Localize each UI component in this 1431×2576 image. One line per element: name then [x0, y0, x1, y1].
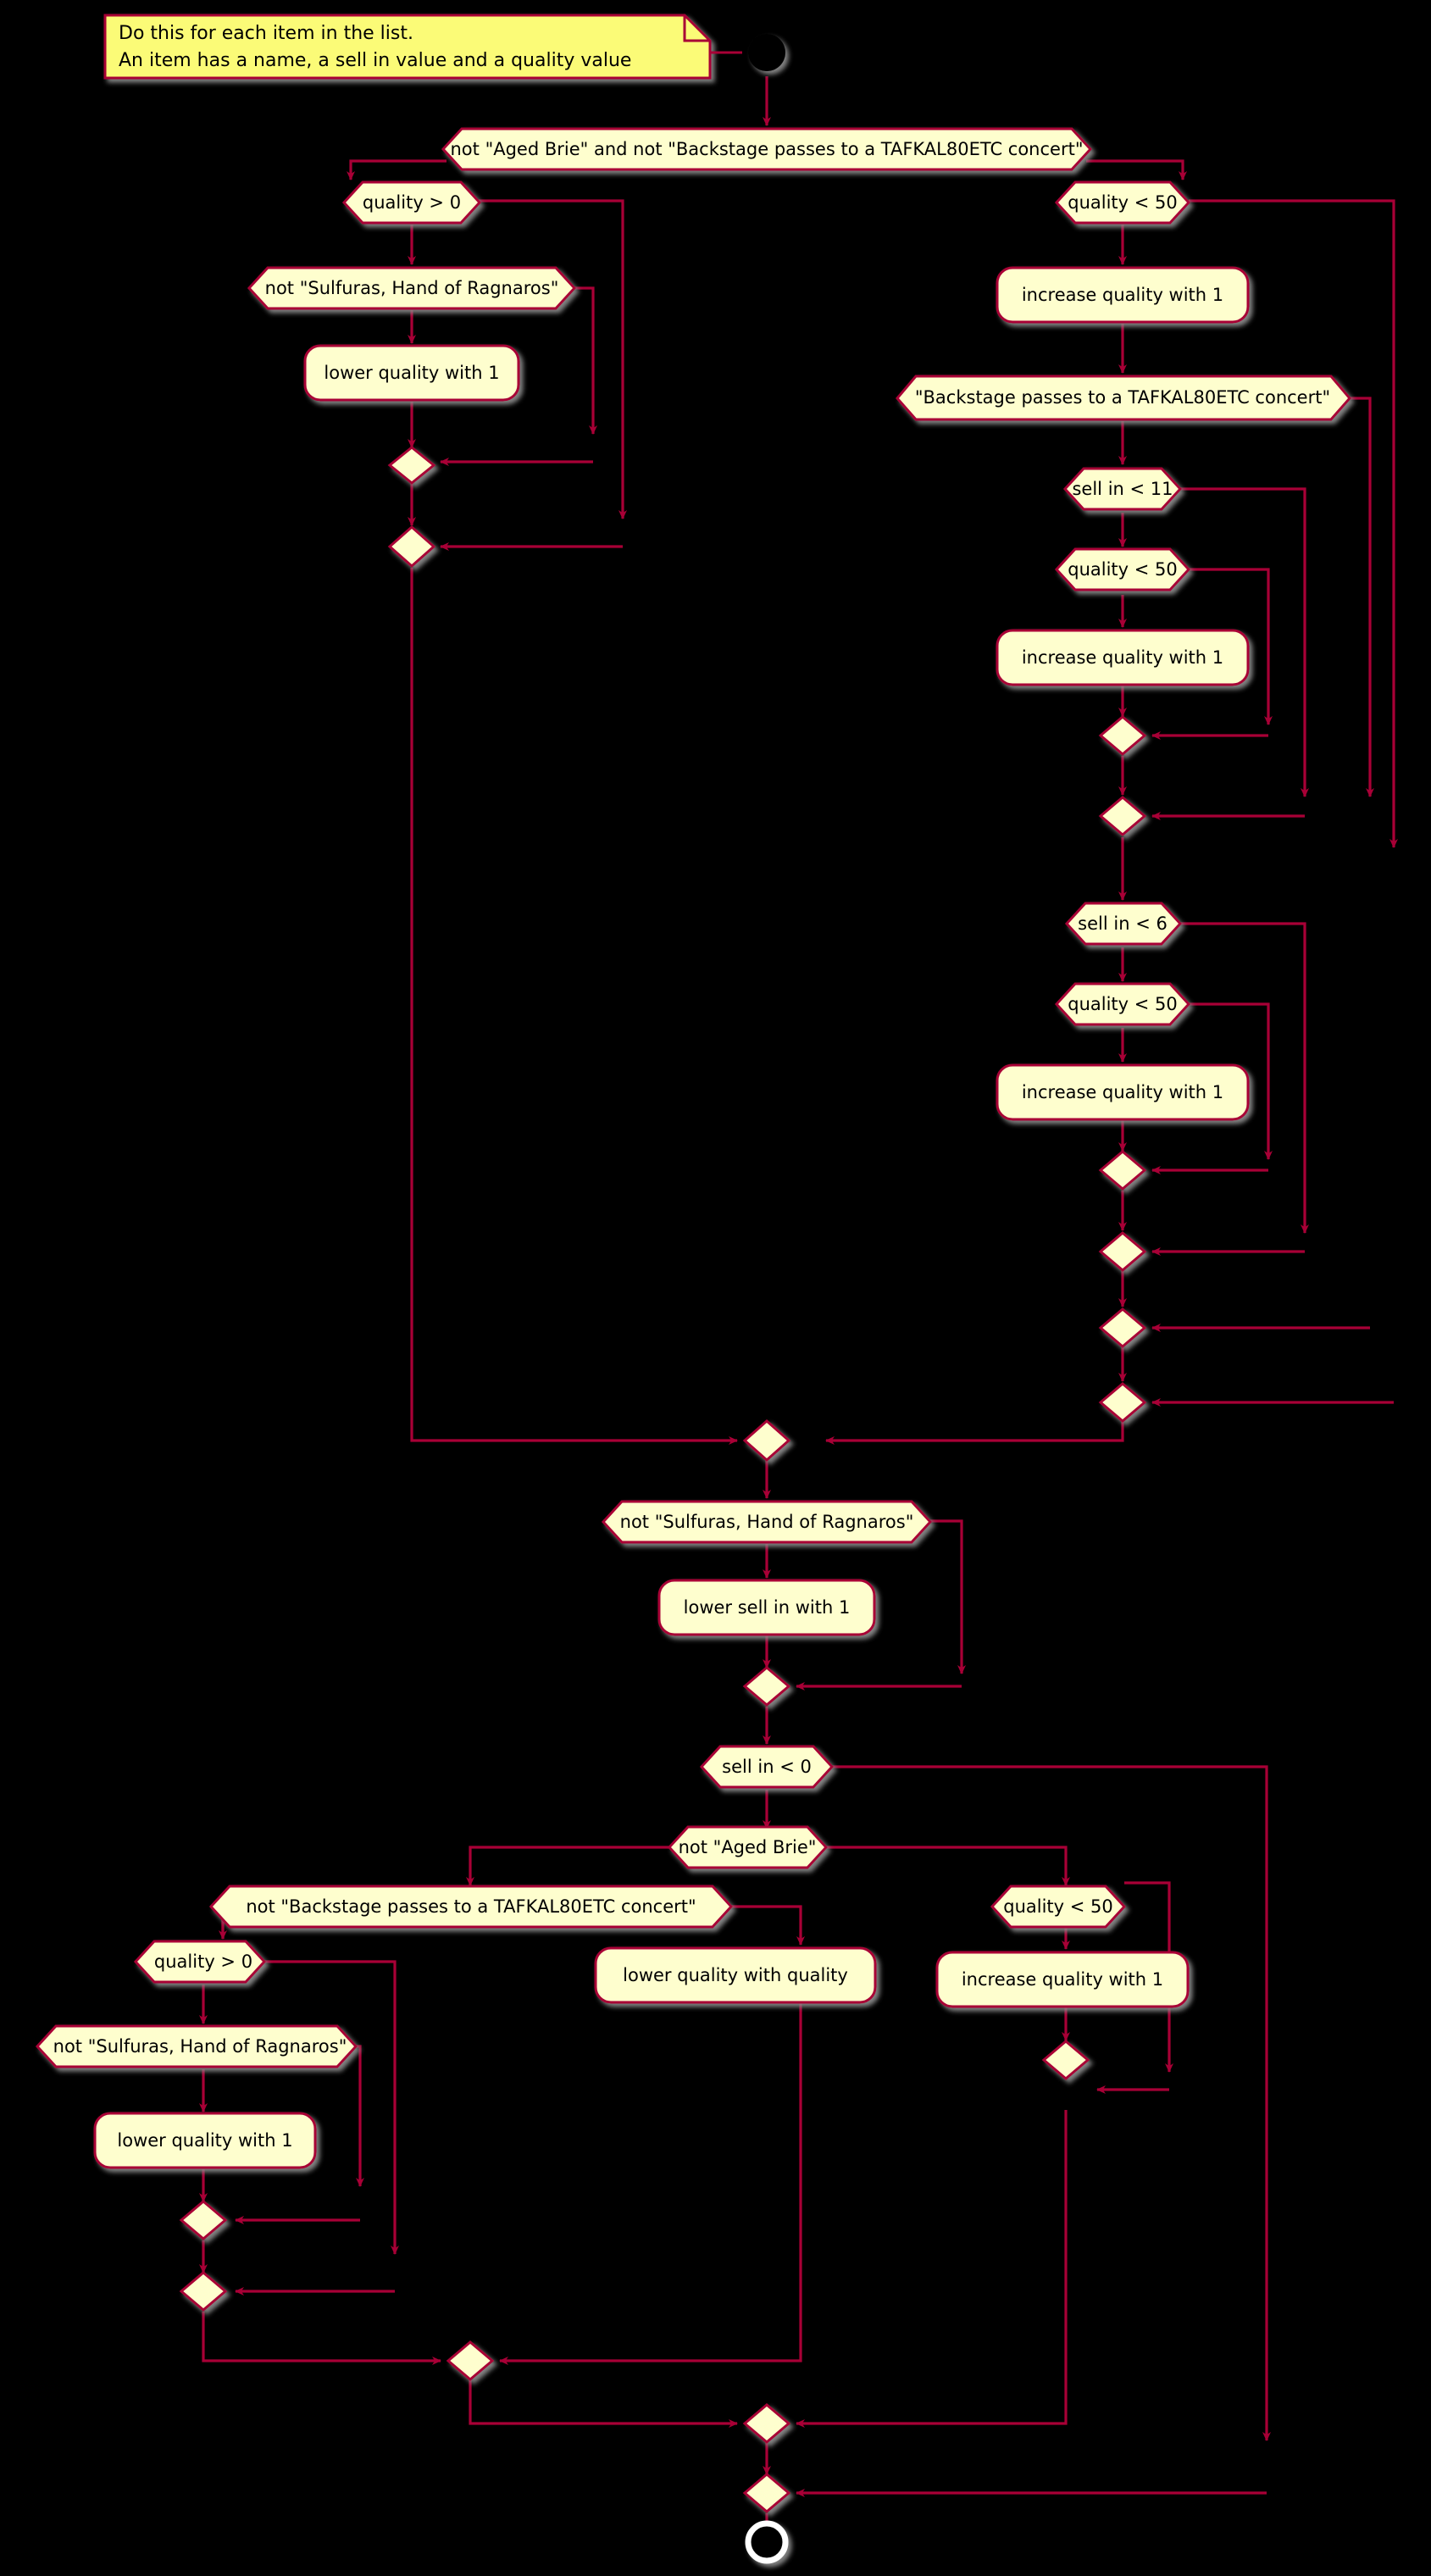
merge-layer: [179, 446, 1147, 2513]
merge-m13: [446, 2340, 495, 2381]
action-lower-quality-with-1-bottom[interactable]: lower quality with 1: [93, 2112, 317, 2169]
node-label: increase quality with 1: [1022, 285, 1223, 305]
merge-m5: [1098, 1150, 1147, 1191]
node-label: quality > 0: [154, 1951, 252, 1972]
merge-m15: [742, 1418, 791, 1463]
node-label: not "Aged Brie": [679, 1837, 817, 1857]
merge-m12: [1098, 1382, 1147, 1423]
condition-quality-lt-50-bottom[interactable]: quality < 50: [990, 1885, 1127, 1929]
condition-sell-in-lt-11[interactable]: sell in < 11: [1062, 467, 1183, 511]
node-label: lower quality with quality: [623, 1965, 848, 1985]
condition-not-sulfuras-sellin[interactable]: not "Sulfuras, Hand of Ragnaros": [601, 1500, 933, 1544]
connector-layer: [199, 76, 1398, 2541]
action-increase-quality-with-1-sell6[interactable]: increase quality with 1: [996, 1063, 1250, 1121]
condition-backstage-passes[interactable]: "Backstage passes to a TAFKAL80ETC conce…: [896, 375, 1351, 421]
merge-m16: [742, 1666, 791, 1707]
action-increase-quality-with-1-sell11[interactable]: increase quality with 1: [996, 629, 1250, 686]
start-node: [748, 34, 785, 71]
merge-m17: [742, 2473, 791, 2513]
node-label: increase quality with 1: [962, 1969, 1163, 1990]
node-label: sell in < 0: [722, 1757, 812, 1777]
merge-m9: [1041, 2040, 1090, 2080]
condition-not-aged-brie-bottom[interactable]: not "Aged Brie": [667, 1825, 829, 1869]
node-label: quality < 50: [1068, 994, 1178, 1014]
merge-m2: [387, 525, 436, 569]
note-line-2: An item has a name, a sell in value and …: [119, 50, 631, 71]
node-label: increase quality with 1: [1022, 647, 1223, 668]
loop-note: Do this for each item in the list. An it…: [103, 14, 712, 80]
end-node: [745, 2520, 789, 2564]
node-label: lower sell in with 1: [684, 1597, 851, 1618]
node-label: quality < 50: [1068, 192, 1178, 213]
note-line-1: Do this for each item in the list.: [119, 23, 413, 44]
condition-quality-gt-0-top[interactable]: quality > 0: [341, 180, 482, 225]
node-label: quality < 50: [1003, 1896, 1113, 1917]
node-label: lower quality with 1: [324, 363, 499, 383]
action-lower-quality-with-quality[interactable]: lower quality with quality: [594, 1946, 877, 2004]
condition-not-sulfuras-top[interactable]: not "Sulfuras, Hand of Ragnaros": [247, 266, 577, 310]
action-lower-quality-with-1-top[interactable]: lower quality with 1: [303, 344, 520, 402]
condition-quality-lt-50-sell11[interactable]: quality < 50: [1054, 547, 1191, 591]
merge-m8: [179, 2271, 228, 2312]
node-label: lower quality with 1: [117, 2130, 292, 2151]
merge-m4: [1098, 796, 1147, 836]
merge-m6: [1098, 1231, 1147, 1272]
condition-sell-in-lt-6[interactable]: sell in < 6: [1064, 902, 1183, 946]
node-label: sell in < 11: [1072, 479, 1173, 499]
condition-quality-lt-50-top[interactable]: quality < 50: [1054, 180, 1191, 225]
condition-sell-in-lt-0[interactable]: sell in < 0: [699, 1745, 835, 1789]
merge-m1: [387, 446, 436, 485]
merge-m14: [742, 2403, 791, 2444]
node-label: not "Backstage passes to a TAFKAL80ETC c…: [246, 1896, 696, 1917]
condition-quality-lt-50-sell6[interactable]: quality < 50: [1054, 982, 1191, 1026]
node-label: quality > 0: [363, 192, 461, 213]
node-label: not "Aged Brie" and not "Backstage passe…: [451, 139, 1084, 159]
merge-m11: [1098, 1307, 1147, 1348]
node-label: quality < 50: [1068, 559, 1178, 580]
node-label: not "Sulfuras, Hand of Ragnaros": [620, 1512, 914, 1532]
node-label: "Backstage passes to a TAFKAL80ETC conce…: [915, 387, 1330, 408]
action-increase-quality-with-1-bottom[interactable]: increase quality with 1: [935, 1951, 1190, 2008]
condition-not-aged-brie-and-not-backstage[interactable]: not "Aged Brie" and not "Backstage passe…: [441, 127, 1093, 171]
condition-not-backstage-passes-bottom[interactable]: not "Backstage passes to a TAFKAL80ETC c…: [208, 1885, 734, 1929]
node-label: not "Sulfuras, Hand of Ragnaros": [53, 2036, 347, 2057]
merge-m7: [179, 2200, 228, 2240]
condition-quality-gt-0-bottom[interactable]: quality > 0: [133, 1940, 267, 1984]
node-label: not "Sulfuras, Hand of Ragnaros": [265, 278, 559, 298]
node-label: increase quality with 1: [1022, 1082, 1223, 1102]
condition-not-sulfuras-bottom[interactable]: not "Sulfuras, Hand of Ragnaros": [35, 2024, 358, 2068]
action-increase-quality-with-1-top[interactable]: increase quality with 1: [996, 266, 1250, 324]
node-label: sell in < 6: [1078, 913, 1168, 934]
action-lower-sell-in-with-1[interactable]: lower sell in with 1: [657, 1579, 876, 1636]
merge-m3: [1098, 715, 1147, 756]
